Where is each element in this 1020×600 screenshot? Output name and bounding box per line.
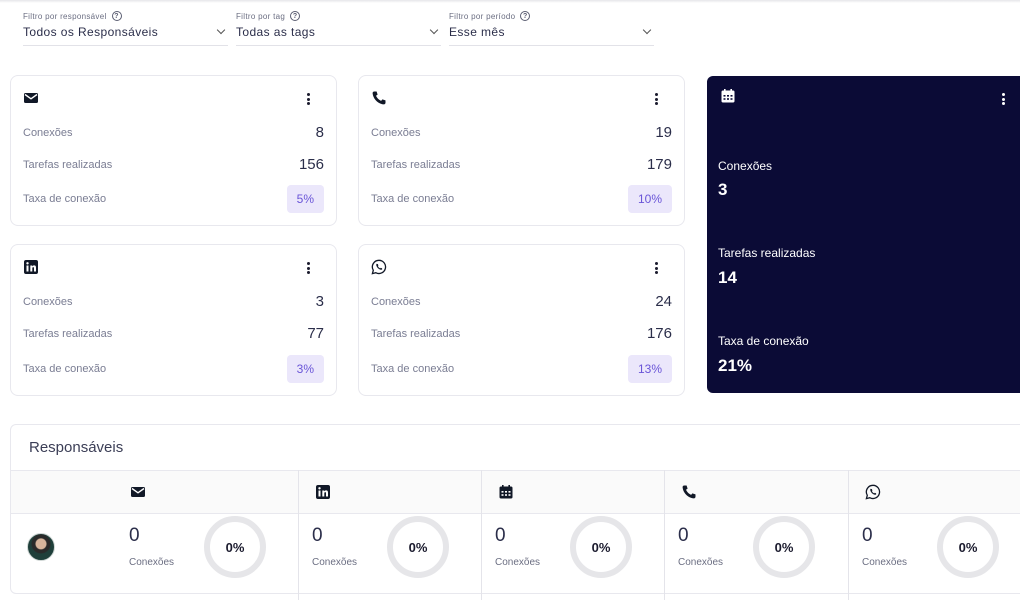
phone-conexoes-value: 0 — [678, 525, 689, 546]
conexoes-label: Conexões — [371, 295, 421, 308]
taxa-label: Taxa de conexão — [23, 363, 107, 375]
filter-periodo[interactable]: Filtro por período? Esse mês — [449, 10, 654, 46]
whatsapp-conexoes-label: Conexões — [862, 557, 908, 568]
phone-card: Conexões 19 Tarefas realizadas 179 Taxa de… — [358, 75, 685, 226]
taxa-badge: 13% — [627, 355, 672, 383]
help-icon[interactable]: ? — [290, 11, 301, 21]
calendar-conexoes-label: Conexões — [495, 557, 541, 568]
more-options-icon[interactable] — [306, 261, 310, 275]
tarefas-label: Tarefas realizadas — [23, 327, 113, 340]
whatsapp-icon — [865, 484, 881, 500]
chevron-down-icon — [429, 25, 439, 35]
whatsapp-card: Conexões 24 Tarefas realizadas 176 Taxa de… — [358, 244, 685, 396]
filter-responsavel-value: Todos os Responsáveis — [23, 25, 159, 39]
calendar-rate-donut: 0% — [570, 516, 632, 578]
whatsapp-rate-donut: 0% — [937, 516, 999, 578]
phone-rate-donut: 0% — [753, 516, 815, 578]
column-phone — [664, 470, 848, 600]
help-icon[interactable]: ? — [520, 11, 531, 21]
email-conexoes-label: Conexões — [129, 557, 175, 568]
tarefas-label: Tarefas realizadas — [371, 327, 461, 340]
tarefas-value: 14 — [718, 268, 737, 287]
taxa-label: Taxa de conexão — [371, 193, 455, 205]
tarefas-value: 179 — [646, 156, 672, 173]
taxa-badge: 5% — [286, 185, 324, 213]
filter-responsavel[interactable]: Filtro por responsável? Todos os Respons… — [23, 10, 228, 46]
filter-tag-value: Todas as tags — [236, 25, 316, 39]
responsaveis-panel: Responsáveis 0 Conexões 0% 0 Conexões 0%… — [10, 424, 1020, 600]
tarefas-label: Tarefas realizadas — [23, 158, 113, 171]
linkedin-icon — [316, 485, 330, 499]
conexoes-label: Conexões — [23, 295, 73, 308]
taxa-label: Taxa de conexão — [371, 363, 455, 375]
linkedin-icon — [24, 260, 38, 274]
conexoes-value: 24 — [655, 293, 672, 310]
table-header — [11, 470, 1020, 514]
column-email — [11, 470, 298, 600]
conexoes-value: 3 — [315, 293, 324, 310]
tarefas-label: Tarefas realizadas — [718, 246, 816, 260]
email-icon — [24, 93, 38, 103]
tarefas-value: 77 — [307, 325, 324, 342]
email-conexoes-value: 0 — [129, 525, 140, 546]
calendar-icon — [721, 89, 735, 103]
conexoes-label: Conexões — [371, 126, 421, 139]
taxa-label: Taxa de conexão — [718, 334, 809, 348]
responsaveis-title: Responsáveis — [29, 439, 124, 456]
whatsapp-icon — [371, 259, 387, 275]
linkedin-card: Conexões 3 Tarefas realizadas 77 Taxa de c… — [10, 244, 337, 396]
more-options-icon[interactable] — [1001, 92, 1005, 106]
taxa-badge: 3% — [286, 355, 324, 383]
chevron-down-icon — [642, 25, 652, 35]
column-calendar — [481, 470, 664, 600]
avatar[interactable] — [27, 533, 55, 561]
filter-responsavel-label: Filtro por responsável — [23, 11, 107, 21]
more-options-icon[interactable] — [654, 261, 658, 275]
taxa-badge: 10% — [627, 185, 672, 213]
phone-icon — [682, 485, 696, 499]
phone-conexoes-label: Conexões — [678, 557, 724, 568]
email-icon — [131, 487, 145, 497]
tarefas-value: 176 — [646, 325, 672, 342]
conexoes-label: Conexões — [23, 126, 73, 139]
help-icon[interactable]: ? — [111, 11, 122, 21]
conexoes-value: 8 — [315, 124, 324, 141]
whatsapp-conexoes-value: 0 — [862, 525, 873, 546]
top-shadow — [0, 0, 1020, 3]
column-whatsapp — [848, 470, 1020, 600]
more-options-icon[interactable] — [654, 92, 658, 106]
tarefas-label: Tarefas realizadas — [371, 158, 461, 171]
linkedin-rate-donut: 0% — [387, 516, 449, 578]
calendar-icon — [499, 485, 513, 499]
filter-tag[interactable]: Filtro por tag? Todas as tags — [236, 10, 441, 46]
taxa-label: Taxa de conexão — [23, 193, 107, 205]
email-card: Conexões 8 Tarefas realizadas 156 Taxa de … — [10, 75, 337, 226]
conexoes-value: 19 — [655, 124, 672, 141]
calendar-card: Conexões 3 Tarefas realizadas 14 Taxa de… — [707, 76, 1020, 393]
chevron-down-icon — [216, 25, 226, 35]
filter-tag-label: Filtro por tag — [236, 11, 286, 21]
phone-icon — [372, 91, 386, 105]
tarefas-value: 156 — [298, 156, 324, 173]
taxa-value: 21% — [718, 356, 753, 375]
linkedin-conexoes-label: Conexões — [312, 557, 358, 568]
more-options-icon[interactable] — [306, 92, 310, 106]
conexoes-value: 3 — [718, 180, 728, 199]
email-rate-donut: 0% — [204, 516, 266, 578]
conexoes-label: Conexões — [718, 159, 773, 173]
linkedin-conexoes-value: 0 — [312, 525, 323, 546]
column-linkedin — [298, 470, 481, 600]
calendar-conexoes-value: 0 — [495, 525, 506, 546]
filter-periodo-label: Filtro por período — [449, 11, 516, 21]
filter-periodo-value: Esse mês — [449, 25, 505, 39]
